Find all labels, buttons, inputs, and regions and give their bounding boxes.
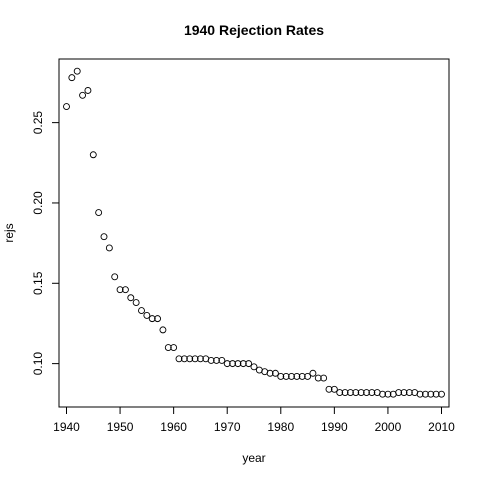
data-point: [341, 389, 349, 396]
data-point: [223, 360, 231, 368]
data-point: [121, 286, 129, 294]
data-point: [405, 389, 413, 396]
data-point: [175, 355, 183, 363]
data-point: [288, 373, 295, 380]
data-point: [245, 360, 253, 368]
data-point: [325, 385, 333, 393]
data-point: [127, 294, 135, 302]
x-tick-label: 2000: [375, 420, 402, 434]
data-point: [218, 356, 226, 364]
data-point: [213, 356, 220, 364]
data-point: [277, 373, 285, 380]
x-tick-label: 1980: [267, 420, 294, 434]
data-point: [89, 151, 97, 159]
data-point: [170, 344, 178, 352]
x-tick-label: 1970: [214, 420, 241, 434]
data-point: [191, 355, 199, 363]
data-point: [84, 87, 92, 94]
y-tick-label: 0.15: [31, 271, 45, 295]
data-point: [395, 389, 403, 396]
chart-title: 1940 Rejection Rates: [184, 22, 324, 38]
data-point: [229, 360, 237, 368]
y-tick-label: 0.25: [31, 111, 45, 135]
data-point: [143, 311, 151, 319]
y-axis-label: rejs: [2, 223, 16, 242]
data-point: [63, 103, 70, 111]
data-point: [427, 390, 435, 398]
data-point: [400, 389, 408, 396]
data-point: [79, 91, 87, 99]
data-point: [421, 390, 429, 398]
data-point: [250, 363, 258, 371]
data-point: [148, 315, 156, 323]
data-point: [159, 326, 167, 334]
data-points: [63, 67, 445, 398]
data-point: [384, 390, 392, 398]
y-axis: 0.10 0.15 0.20 0.25: [31, 111, 60, 376]
data-point: [111, 273, 119, 281]
data-point: [105, 244, 113, 252]
data-point: [138, 307, 145, 315]
data-point: [271, 369, 279, 377]
y-tick-label: 0.20: [31, 191, 45, 215]
data-point: [234, 360, 242, 368]
data-point: [180, 355, 188, 363]
y-tick-label: 0.10: [31, 352, 45, 376]
x-tick-label: 1960: [160, 420, 187, 434]
data-point: [73, 67, 81, 75]
data-point: [368, 389, 376, 396]
data-point: [320, 374, 328, 382]
data-point: [186, 355, 194, 363]
data-point: [68, 74, 76, 82]
data-point: [293, 373, 301, 380]
data-point: [282, 373, 290, 380]
data-point: [352, 389, 360, 396]
x-axis: 1940 1950 1960 1970 1980 1990 2000 2010: [53, 406, 455, 434]
data-point: [164, 344, 172, 352]
data-point: [330, 385, 338, 393]
data-point: [363, 389, 370, 396]
data-point: [132, 299, 140, 307]
data-point: [207, 356, 215, 364]
data-point: [438, 390, 445, 398]
data-point: [116, 286, 124, 294]
x-tick-label: 1940: [53, 420, 80, 434]
data-point: [239, 360, 247, 368]
data-point: [309, 369, 317, 377]
data-point: [154, 315, 162, 323]
x-axis-label: year: [242, 451, 265, 465]
data-point: [196, 355, 204, 363]
data-point: [357, 389, 365, 396]
data-point: [266, 369, 274, 377]
data-point: [95, 209, 103, 217]
data-point: [379, 390, 387, 398]
data-point: [304, 373, 312, 380]
data-point: [298, 373, 306, 380]
data-point: [314, 374, 322, 382]
x-tick-label: 2010: [428, 420, 455, 434]
data-point: [346, 389, 354, 396]
data-point: [336, 389, 344, 396]
data-point: [432, 390, 440, 398]
x-tick-label: 1990: [321, 420, 348, 434]
data-point: [100, 233, 108, 241]
x-tick-label: 1950: [107, 420, 134, 434]
data-point: [416, 390, 424, 398]
